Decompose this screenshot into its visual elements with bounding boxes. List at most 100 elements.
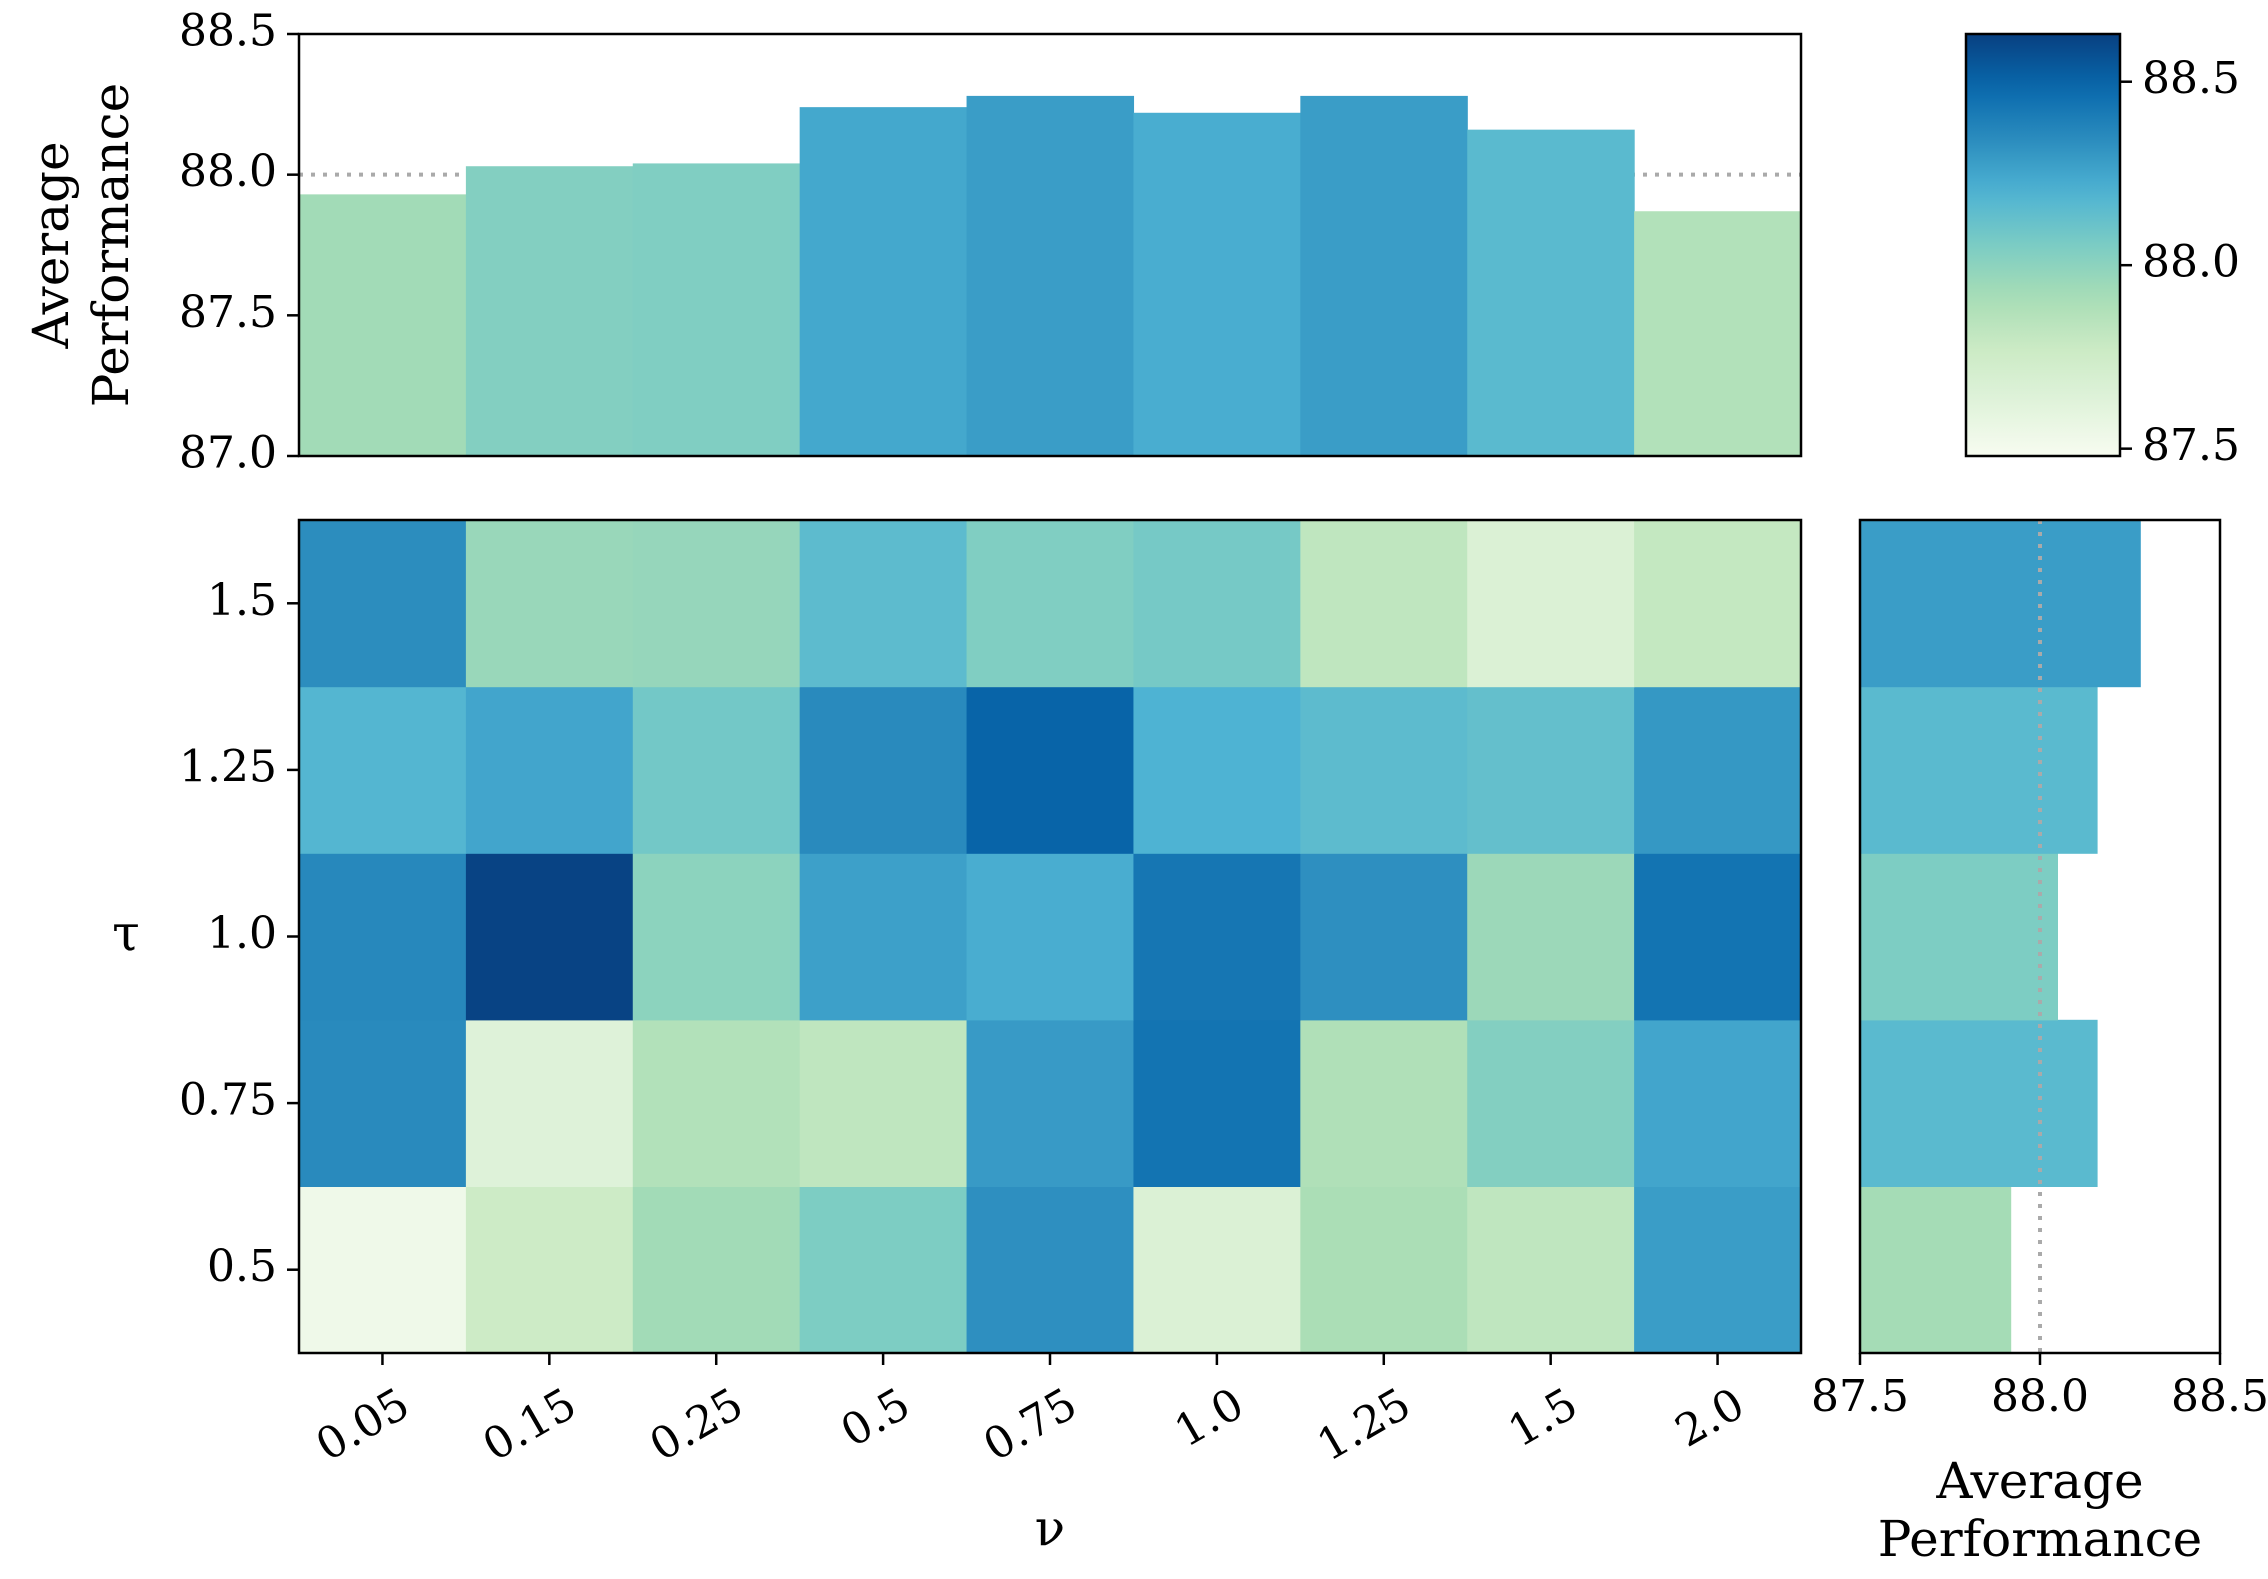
colorbar-ticks: 87.5 88.0 88.5 [2120,53,2240,471]
heatmap-y-tick-label: 1.25 [179,741,277,792]
row-average-bars [1860,520,2141,1354]
column-average-y-tick-label: 87.5 [179,287,277,338]
row-average-x-tick-label: 88.0 [1991,1371,2089,1422]
column-average-y-tick-label: 88.5 [179,6,277,57]
colorbar: 87.5 88.0 88.5 [1964,32,2240,471]
column-average-y-tick-label: 87.0 [179,428,277,479]
heatmap-cell [966,520,1135,688]
heatmap-cell [465,686,634,854]
row-average-bar [1860,1186,2012,1354]
heatmap-panel: 0.05 0.15 0.25 0.5 0.75 1.0 1.25 1.5 2.0 0.5 0.75… [112,518,1803,1557]
heatmap-cell [465,853,634,1021]
heatmap-cell [966,686,1135,854]
row-average-panel: 87.5 88.0 88.5 Average Performance [1811,518,2268,1568]
heatmap-x-tick-label: 2.0 [1667,1378,1753,1457]
heatmap-cell [299,1186,467,1354]
heatmap-cell [1300,1019,1468,1187]
colorbar-tick-label: 87.5 [2142,420,2240,471]
colorbar-fill [1966,34,2120,456]
heatmap-cell [1300,853,1468,1021]
column-average-bar [1467,129,1635,457]
heatmap-x-tick-label: 0.5 [833,1378,919,1457]
heatmap-cell [632,686,801,854]
heatmap-cell [1634,1019,1802,1187]
heatmap-y-tick-label: 1.0 [207,908,277,959]
heatmap-cell [1467,1019,1635,1187]
column-average-bar [1634,211,1802,456]
heatmap-cell [1133,520,1301,688]
heatmap-cell [1467,686,1635,854]
colorbar-tick-label: 88.5 [2142,53,2240,104]
heatmap-cell [966,853,1135,1021]
heatmap-cell [1133,1186,1301,1354]
heatmap-x-tick-label: 1.5 [1500,1378,1586,1457]
heatmap-cell [966,1019,1135,1187]
heatmap-ylabel: τ [112,904,140,962]
heatmap-cell [1634,1186,1802,1354]
column-average-frame [297,32,1803,458]
heatmap-cell [1467,1186,1635,1354]
heatmap-cell [1634,520,1802,688]
heatmap-y-tick-label: 1.5 [207,575,277,626]
column-average-bar [465,166,634,456]
heatmap-y-tick-label: 0.5 [207,1241,277,1292]
column-average-ylabel-line1: Average [22,141,80,349]
heatmap-x-tick-label: 0.75 [975,1378,1085,1471]
heatmap-cell [465,1019,634,1187]
heatmap-cell [632,1019,801,1187]
heatmap-cell [1467,853,1635,1021]
heatmap-cell [966,1186,1135,1354]
row-average-bar [1860,853,2058,1021]
row-average-x-tick-label: 87.5 [1811,1371,1909,1422]
row-average-x-ticks: 87.5 88.0 88.5 [1811,1353,2268,1422]
heatmap-cell [1467,520,1635,688]
heatmap-x-tick-label: 0.15 [474,1378,584,1471]
column-average-bar [632,163,801,456]
heatmap-cells [299,520,1802,1354]
heatmap-cell [1634,853,1802,1021]
row-average-x-tick-label: 88.5 [2171,1371,2268,1422]
heatmap-xlabel: ν [1035,1499,1065,1557]
heatmap-cell [1133,853,1301,1021]
row-average-bar [1860,1019,2098,1187]
heatmap-cell [1300,520,1468,688]
heatmap-cell [799,1186,968,1354]
heatmap-y-ticks: 0.5 0.75 1.0 1.25 1.5 [179,575,299,1292]
colorbar-tick-label: 88.0 [2142,237,2240,288]
column-average-bar [966,95,1135,456]
heatmap-x-ticks: 0.05 0.15 0.25 0.5 0.75 1.0 1.25 1.5 2.0 [308,1353,1753,1472]
heatmap-cell [299,1019,467,1187]
row-average-bar [1860,520,2141,688]
row-average-xlabel-line1: Average [1935,1452,2143,1510]
heatmap-cell [1300,1186,1468,1354]
column-average-bars [299,95,1802,457]
heatmap-cell [299,853,467,1021]
heatmap-x-tick-label: 1.25 [1309,1378,1419,1471]
heatmap-x-tick-label: 0.25 [641,1378,751,1471]
column-average-bar [799,107,968,456]
column-average-bar [1133,112,1301,457]
heatmap-cell [799,1019,968,1187]
heatmap-x-tick-label: 0.05 [308,1378,418,1471]
column-average-y-ticks: 87.0 87.5 88.0 88.5 [179,6,299,479]
heatmap-cell [1133,686,1301,854]
column-average-y-tick-label: 88.0 [179,146,277,197]
column-average-panel: 87.0 87.5 88.0 88.5 Average Performance [22,6,1803,479]
heatmap-cell [1634,686,1802,854]
heatmap-cell [1300,686,1468,854]
heatmap-cell [465,1186,634,1354]
heatmap-cell [799,520,968,688]
heatmap-cell [632,853,801,1021]
row-average-bar [1860,686,2098,854]
heatmap-cell [299,686,467,854]
row-average-xlabel-line2: Performance [1878,1510,2202,1568]
column-average-bar [299,194,467,457]
heatmap-cell [799,853,968,1021]
heatmap-cell [632,520,801,688]
heatmap-cell [465,520,634,688]
heatmap-cell [1133,1019,1301,1187]
heatmap-cell [632,1186,801,1354]
colorbar-frame [1964,32,2122,458]
heatmap-cell [799,686,968,854]
